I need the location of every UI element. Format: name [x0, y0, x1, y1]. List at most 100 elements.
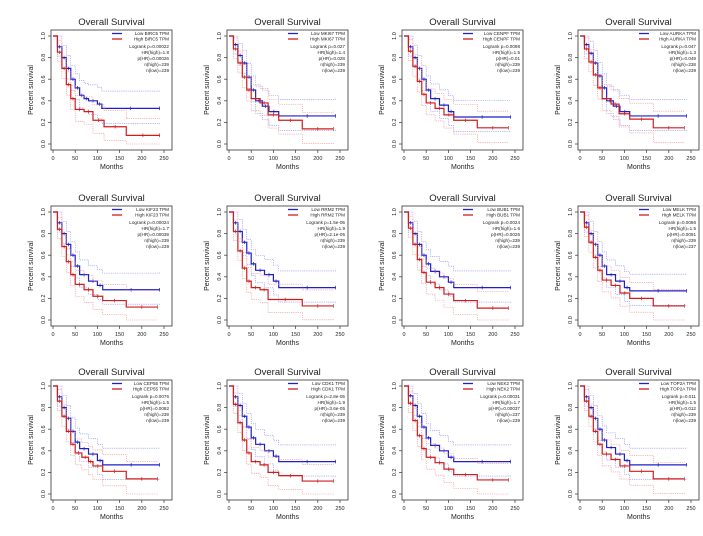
- x-axis-label: Months: [100, 340, 123, 346]
- km-panel-bub1: Overall Survival 0.0 0.2 0.4 0.6 0.8 1.0 0 50 100…: [351, 176, 527, 347]
- x-tick-label: 150: [466, 332, 475, 338]
- y-tick-label: 0.4: [392, 273, 398, 281]
- survival-curve-high: [229, 35, 334, 130]
- y-tick-label: 0.6: [392, 75, 398, 83]
- y-tick-label: 1.0: [392, 382, 398, 390]
- y-axis-label: Percent survival: [555, 241, 562, 291]
- stat-line: Logrank p=0.047: [661, 44, 696, 49]
- x-tick-label: 250: [335, 332, 344, 338]
- legend-entry-low: Low BUB1 TPM: [487, 207, 520, 212]
- stat-line: Logrank p=0.0086: [659, 220, 697, 225]
- y-tick-label: 1.0: [392, 208, 398, 216]
- km-panel-mki67: Overall Survival 0.0 0.2 0.4 0.6 0.8 1.0 0 50 100…: [176, 0, 352, 171]
- survival-curve-high: [580, 35, 685, 129]
- km-plot: Overall Survival 0.0 0.2 0.4 0.6 0.8 1.0 0 50 100…: [379, 17, 524, 171]
- x-tick-label: 200: [137, 156, 146, 162]
- ci-lower-high: [53, 385, 158, 495]
- survival-curve-high: [580, 211, 685, 307]
- stat-line: n(low)=239: [673, 68, 696, 73]
- y-tick-label: 1.0: [217, 382, 223, 390]
- y-tick-label: 0.0: [217, 316, 223, 324]
- stat-line: p(HR)=0.00026: [137, 56, 169, 61]
- plot-frame: [50, 379, 173, 501]
- x-axis-label: Months: [627, 164, 650, 170]
- y-tick-label: 0.6: [41, 425, 47, 433]
- x-tick-label: 50: [248, 506, 254, 512]
- x-tick-label: 150: [642, 156, 651, 162]
- survival-curve-low: [404, 211, 511, 289]
- x-tick-label: 50: [248, 332, 254, 338]
- ci-upper-low: [229, 211, 336, 272]
- ci-upper-high: [580, 35, 685, 112]
- legend-entry-high: High BUB1 TPM: [486, 213, 520, 218]
- y-tick-label: 0.8: [41, 54, 47, 62]
- plot-frame: [401, 379, 524, 501]
- y-tick-label: 0.0: [568, 490, 574, 498]
- ci-upper-low: [404, 211, 511, 272]
- y-tick-label: 0.0: [392, 490, 398, 498]
- y-tick-label: 0.0: [217, 140, 223, 148]
- km-plot: Overall Survival 0.0 0.2 0.4 0.6 0.8 1.0 0 50 100…: [379, 193, 524, 347]
- y-tick-label: 0.2: [217, 295, 223, 303]
- stat-line: n(high)=237: [495, 412, 520, 417]
- y-tick-label: 0.0: [217, 490, 223, 498]
- y-tick-label: 1.0: [41, 382, 47, 390]
- ci-upper-high: [404, 385, 509, 464]
- x-tick-label: 100: [444, 332, 453, 338]
- x-tick-label: 0: [227, 156, 230, 162]
- survival-curve-low: [53, 211, 160, 291]
- x-tick-label: 100: [93, 332, 102, 338]
- ci-upper-low: [404, 35, 511, 101]
- y-axis-label: Percent survival: [204, 241, 211, 291]
- km-plot: Overall Survival 0.0 0.2 0.4 0.6 0.8 1.0 0 50 100…: [555, 367, 700, 521]
- legend-entry-low: Low KIF23 TPM: [136, 207, 169, 212]
- y-tick-label: 0.2: [392, 119, 398, 127]
- x-tick-label: 0: [578, 506, 581, 512]
- legend-entry-low: Low CENPF TPM: [484, 31, 520, 36]
- ci-upper-low: [53, 35, 160, 92]
- legend-entry-high: High TOP2A TPM: [660, 387, 696, 392]
- y-axis-label: Percent survival: [28, 241, 35, 291]
- x-tick-label: 200: [313, 332, 322, 338]
- y-tick-label: 0.4: [392, 97, 398, 105]
- stat-line: HR(high)=1.7: [493, 400, 521, 405]
- legend-entry-low: Low CEP55 TPM: [134, 381, 169, 386]
- legend-entry-high: High MKI67 TPM: [310, 37, 345, 42]
- plot-frame: [401, 29, 524, 151]
- y-tick-label: 0.8: [568, 54, 574, 62]
- stat-line: p(HR)=0.00039: [137, 232, 169, 237]
- x-axis-label: Months: [627, 340, 650, 346]
- x-tick-label: 0: [51, 156, 54, 162]
- y-tick-label: 0.4: [568, 447, 574, 455]
- km-panel-melk: Overall Survival 0.0 0.2 0.4 0.6 0.8 1.0 0 50 100…: [527, 176, 703, 347]
- stat-line: Logrank p=0.00022: [129, 44, 169, 49]
- x-tick-label: 50: [599, 156, 605, 162]
- ci-upper-low: [53, 385, 160, 449]
- stat-line: n(high)=239: [320, 238, 345, 243]
- y-axis-label: Percent survival: [28, 415, 35, 465]
- y-tick-label: 0.4: [217, 97, 223, 105]
- stat-line: p(HR)=0.01: [496, 56, 520, 61]
- y-tick-label: 1.0: [392, 32, 398, 40]
- legend-entry-low: Low MKI67 TPM: [311, 31, 345, 36]
- ci-upper-high: [53, 385, 158, 462]
- plot-frame: [226, 205, 349, 327]
- x-axis-label: Months: [100, 164, 123, 170]
- stat-line: p(HR)=0.028: [319, 56, 346, 61]
- survival-curve-high: [53, 35, 160, 136]
- y-tick-label: 0.4: [568, 273, 574, 281]
- y-tick-label: 1.0: [568, 382, 574, 390]
- y-axis-label: Percent survival: [28, 65, 35, 115]
- km-panel-cep55: Overall Survival 0.0 0.2 0.4 0.6 0.8 1.0 0 50 100…: [0, 350, 176, 521]
- stat-line: n(high)=239: [144, 238, 169, 243]
- y-tick-label: 1.0: [217, 208, 223, 216]
- stat-line: n(high)=239: [144, 62, 169, 67]
- ci-lower-low: [229, 211, 336, 303]
- ci-lower-low: [53, 385, 160, 480]
- y-tick-label: 0.8: [217, 404, 223, 412]
- legend-entry-low: Low CDK1 TPM: [312, 381, 345, 386]
- x-tick-label: 100: [269, 332, 278, 338]
